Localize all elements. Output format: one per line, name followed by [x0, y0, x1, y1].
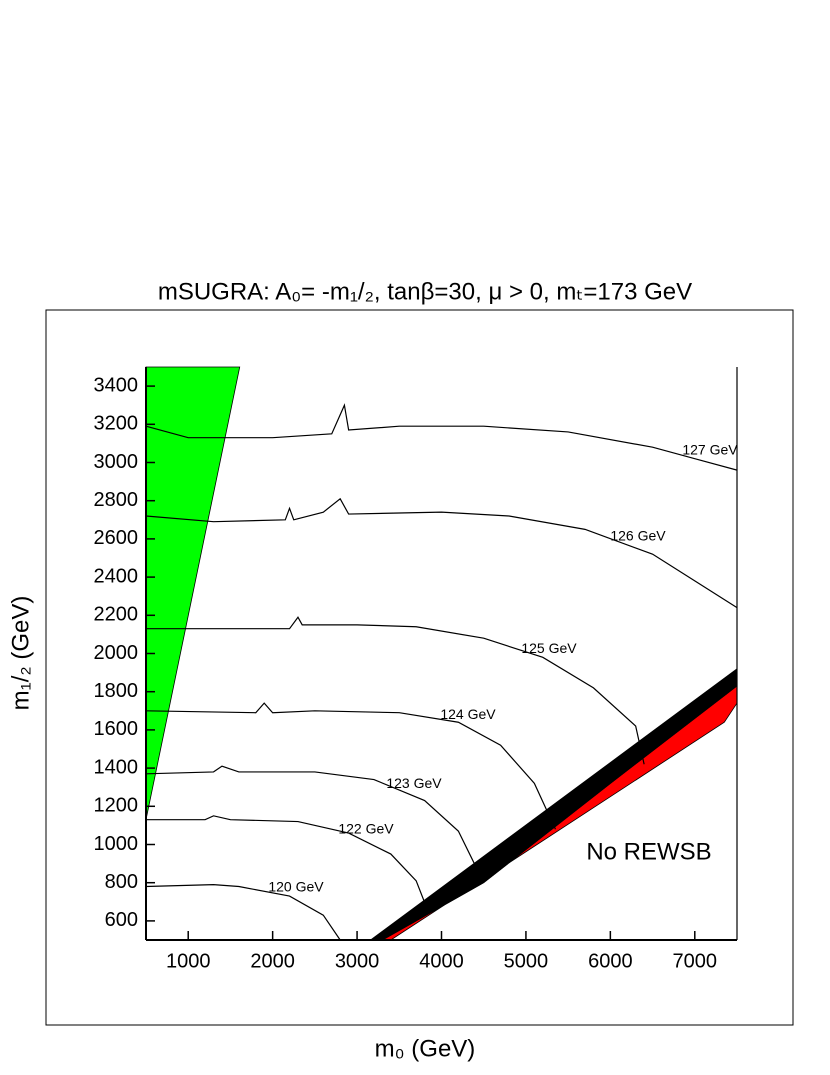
y-tick-label: 2400	[94, 565, 139, 587]
x-tick-label: 1000	[166, 950, 211, 972]
y-tick-label: 1800	[94, 680, 139, 702]
x-tick-label: 4000	[419, 950, 464, 972]
contour-line	[145, 497, 738, 609]
y-tick-label: 3400	[94, 374, 139, 396]
y-tick-label: 1000	[94, 833, 139, 855]
x-tick-label: 6000	[588, 950, 633, 972]
y-tick-label: 600	[105, 909, 138, 931]
y-tick-label: 3200	[94, 413, 139, 435]
contour-label: 120 GeV	[268, 878, 324, 894]
contour-line	[146, 616, 645, 765]
contour-line	[145, 765, 485, 883]
frame	[45, 309, 794, 1026]
contour-line	[145, 403, 738, 471]
contour-line	[146, 815, 430, 914]
region	[145, 366, 241, 820]
y-tick-label: 1600	[94, 718, 139, 740]
x-tick-label: 5000	[504, 950, 549, 972]
annotation: No REWSB	[586, 838, 711, 865]
x-tick-label: 2000	[250, 950, 295, 972]
x-tick-label: 3000	[335, 950, 380, 972]
contour-line	[145, 702, 557, 830]
y-axis-label: m₁/₂ (GeV)	[7, 596, 34, 711]
chart-title: mSUGRA: A₀= -m₁/₂, tanβ=30, μ > 0, mₜ=17…	[158, 278, 692, 305]
y-tick-label: 2800	[94, 489, 139, 511]
contour-label: 125 GeV	[521, 640, 577, 656]
contour-label: 126 GeV	[610, 528, 666, 544]
y-tick-label: 3000	[94, 451, 139, 473]
y-tick-label: 2200	[94, 604, 139, 626]
y-tick-label: 800	[105, 871, 138, 893]
contour-label: 123 GeV	[386, 775, 442, 791]
x-tick-label: 7000	[673, 950, 718, 972]
contour-label: 127 GeV	[682, 442, 738, 458]
x-axis-label: m₀ (GeV)	[375, 1035, 476, 1062]
y-tick-label: 2000	[94, 642, 139, 664]
plot-area: 127 GeV 126 GeV 125 GeV 124 GeV 123 GeV 122 G…	[94, 366, 738, 972]
contour-line	[145, 884, 341, 941]
y-tick-label: 2600	[94, 527, 139, 549]
contour-label: 122 GeV	[338, 820, 394, 836]
y-tick-label: 1200	[94, 795, 139, 817]
region	[369, 667, 738, 941]
contour-label: 124 GeV	[440, 706, 496, 722]
y-tick-label: 1400	[94, 756, 139, 778]
